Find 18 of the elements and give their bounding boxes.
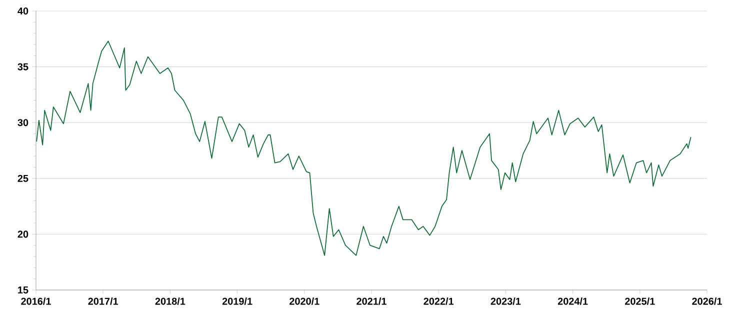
x-tick-label: 2025/1 (625, 298, 655, 305)
x-tick-label: 2026/1 (692, 298, 722, 305)
y-tick-label: 15 (18, 286, 28, 294)
y-tick-label: 20 (18, 230, 28, 238)
x-tick-label: 2024/1 (558, 298, 588, 305)
x-tick-label: 2020/1 (290, 298, 320, 305)
x-tick-label: 2017/1 (88, 298, 118, 305)
y-tick-label: 35 (18, 63, 28, 70)
line-series (36, 40, 692, 256)
x-tick-label: 2019/1 (222, 298, 252, 305)
x-tick-label: 2021/1 (356, 298, 386, 305)
x-tick-label: 2016/1 (21, 298, 51, 305)
x-tick-label: 2023/1 (490, 298, 521, 305)
y-tick-label: 25 (18, 174, 28, 182)
x-tick-label: 2022/1 (424, 298, 454, 305)
y-tick-label: 30 (18, 119, 28, 126)
y-tick-label: 40 (18, 7, 28, 15)
x-tick-label: 2018/1 (155, 298, 186, 305)
